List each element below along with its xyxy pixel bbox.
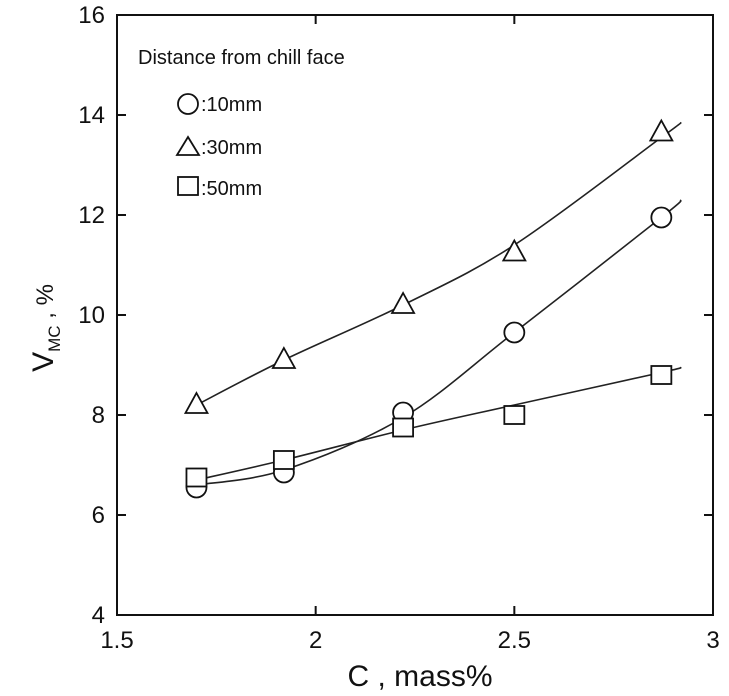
square-point-50mm: [650, 365, 673, 385]
triangle-point-30mm: [501, 238, 527, 262]
square-point-50mm: [272, 450, 295, 470]
series-line-30mm: [196, 121, 682, 406]
x-tick-label: 1.5: [100, 627, 133, 654]
series-line-10mm: [196, 199, 682, 486]
triangle-point-30mm: [648, 118, 674, 142]
legend-entry-10mm: :10mm: [177, 93, 262, 116]
axis-ticks: [116, 14, 714, 616]
x-tick-label: 2: [309, 627, 322, 654]
circle-point-10mm: [650, 206, 673, 229]
x-tick-label: 3: [706, 627, 719, 654]
y-tick-label: 4: [92, 602, 105, 629]
y-tick-label: 10: [78, 302, 105, 329]
series-lines: [196, 121, 682, 486]
x-tick-label: 2.5: [498, 627, 531, 654]
y-axis-title-main: V: [27, 352, 60, 372]
legend-square-marker: [177, 176, 199, 196]
legend-label-10mm: :10mm: [201, 94, 262, 116]
x-axis-title: C , mass%: [347, 660, 492, 693]
y-tick-labels: 4 6 8 10 12 14 16: [78, 2, 105, 629]
y-axis-title: VMC , %: [27, 284, 64, 372]
square-point-50mm: [503, 405, 526, 425]
legend-title: Distance from chill face: [138, 47, 345, 69]
triangle-point-30mm: [271, 346, 297, 369]
square-point-50mm: [185, 467, 208, 488]
y-tick-label: 16: [78, 2, 105, 29]
y-axis-title-subscript: MC: [45, 325, 64, 351]
legend-entry-50mm: :50mm: [177, 176, 262, 200]
y-tick-label: 14: [78, 102, 105, 129]
legend: Distance from chill face :10mm :30mm :50…: [138, 47, 345, 200]
square-point-50mm: [392, 417, 414, 438]
legend-triangle-marker: [175, 135, 201, 156]
circle-point-10mm: [503, 321, 526, 344]
x-tick-labels: 1.5 2 2.5 3: [100, 627, 719, 654]
triangle-point-30mm: [183, 391, 209, 414]
y-tick-label: 12: [78, 202, 105, 229]
legend-circle-marker: [177, 93, 199, 115]
legend-label-50mm: :50mm: [201, 178, 262, 200]
y-tick-label: 6: [92, 502, 105, 529]
series-markers: [183, 118, 674, 499]
triangle-point-30mm: [390, 291, 416, 314]
legend-entry-30mm: :30mm: [175, 135, 262, 159]
y-axis-title-suffix: , %: [32, 284, 59, 325]
legend-label-30mm: :30mm: [201, 137, 262, 159]
series-line-50mm: [196, 366, 682, 481]
y-tick-label: 8: [92, 402, 105, 429]
